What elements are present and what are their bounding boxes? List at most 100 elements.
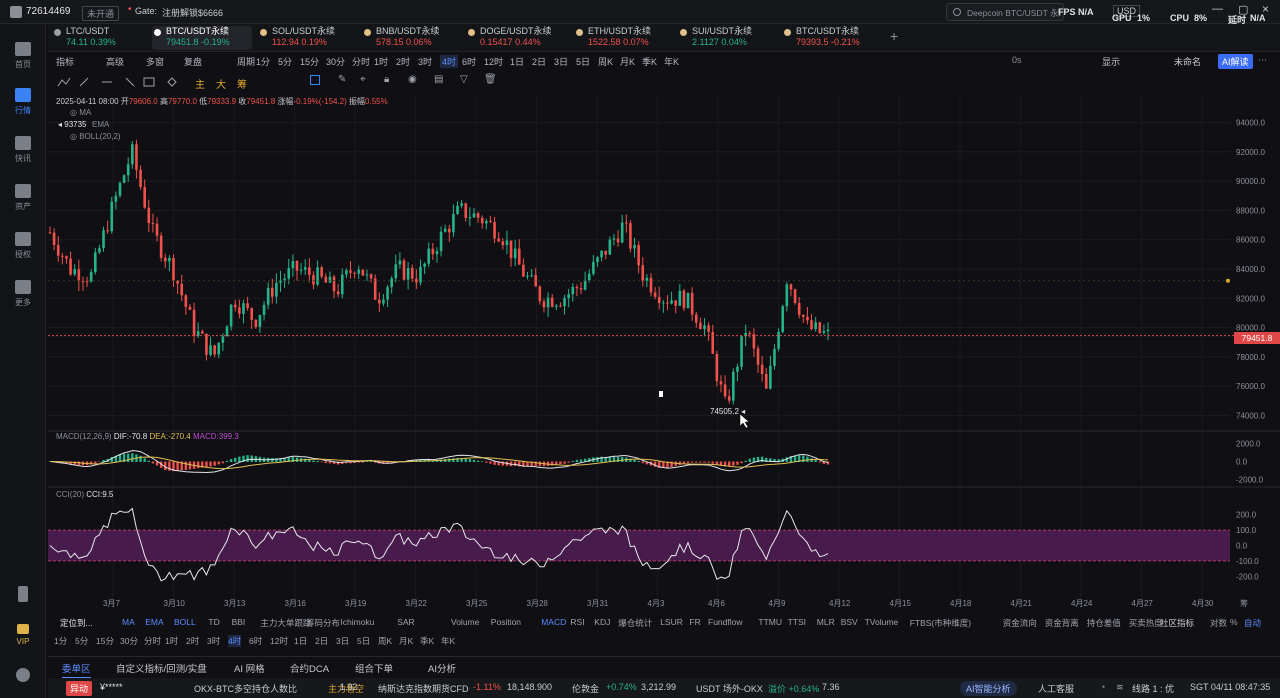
- multi-window-button[interactable]: 多窗: [146, 57, 165, 67]
- tab-sui-perp[interactable]: SUI/USDT永续 2.1127 0.04%: [678, 26, 778, 50]
- layers-icon[interactable]: ▤: [434, 74, 444, 85]
- bottom-timeframe-9[interactable]: 6时: [249, 636, 263, 646]
- filter-icon[interactable]: ▽: [460, 74, 468, 85]
- tab-orders[interactable]: 委单区: [62, 661, 91, 679]
- timeframe-10[interactable]: 12时: [484, 57, 504, 67]
- sidebar-item-auth[interactable]: 授权: [0, 232, 46, 260]
- tab-btc-perp[interactable]: BTC/USDT永续 79451.8 -0.19%: [152, 26, 252, 50]
- tab-ai-analysis[interactable]: AI分析: [428, 664, 456, 675]
- big-order-button[interactable]: 大: [216, 80, 226, 91]
- main-indicator-8[interactable]: SAR: [397, 617, 415, 627]
- bottom-timeframe-18[interactable]: 年K: [441, 636, 456, 646]
- ticker-item-1[interactable]: OKX-BTC多空持仓人数比: [194, 684, 298, 694]
- timeframe-8[interactable]: 4时: [440, 55, 459, 68]
- display-button[interactable]: 显示: [1102, 57, 1121, 67]
- timeframe-9[interactable]: 6时: [462, 57, 477, 67]
- tab-eth-perp[interactable]: ETH/USDT永续 1522.58 0.07%: [574, 26, 674, 50]
- sub-indicator-8[interactable]: Fundflow: [708, 617, 743, 627]
- search-box[interactable]: Deepcoin BTC/USDT 永续: [946, 3, 1064, 21]
- bottom-timeframe-3[interactable]: 30分: [120, 636, 138, 646]
- user-avatar-icon[interactable]: [10, 6, 22, 18]
- bottom-timeframe-14[interactable]: 5日: [357, 636, 371, 646]
- sidebar-item-news[interactable]: 快讯: [0, 136, 46, 164]
- timeframe-7[interactable]: 3时: [418, 57, 433, 67]
- sidebar-item-market[interactable]: 行情: [0, 88, 46, 116]
- close-icon[interactable]: ×: [1262, 2, 1270, 16]
- tab-btc-perp-2[interactable]: BTC/USDT永续 79393.5 -0.21%: [782, 26, 886, 50]
- main-indicator-7[interactable]: Ichimoku: [340, 617, 375, 627]
- bottom-timeframe-2[interactable]: 15分: [96, 636, 114, 646]
- user-id[interactable]: 72614469: [26, 6, 71, 17]
- main-indicator-0[interactable]: MA: [122, 617, 135, 627]
- boll-toggle[interactable]: ◎ BOLL(20,2): [70, 132, 121, 141]
- tab-combo-order[interactable]: 组合下单: [355, 664, 394, 675]
- sub-indicator-5[interactable]: 爆仓统计: [618, 618, 653, 628]
- main-indicator-2[interactable]: BOLL: [174, 617, 196, 627]
- sub-indicator-1[interactable]: Position: [490, 617, 522, 627]
- bottom-timeframe-8[interactable]: 4时: [228, 635, 242, 647]
- sidebar-item-assets[interactable]: 资产: [0, 184, 46, 212]
- timeframe-18[interactable]: 年K: [664, 57, 680, 67]
- timeframe-11[interactable]: 1日: [510, 57, 525, 67]
- timeframe-2[interactable]: 15分: [300, 57, 320, 67]
- sub-indicator-18[interactable]: 买卖热度: [1128, 618, 1163, 628]
- main-indicator-6[interactable]: 筹码分布: [306, 618, 341, 628]
- timeframe-4[interactable]: 分时: [352, 57, 371, 67]
- timeframe-14[interactable]: 5日: [576, 57, 591, 67]
- ai-interpret-button[interactable]: AI解读: [1218, 54, 1253, 69]
- minimize-icon[interactable]: —: [1212, 3, 1223, 15]
- bottom-timeframe-13[interactable]: 3日: [336, 636, 350, 646]
- layout-select[interactable]: 未命名: [1174, 57, 1202, 67]
- bell-icon[interactable]: ◔: [1100, 682, 1106, 692]
- main-indicator-5[interactable]: 主力大单跟踪: [260, 618, 312, 628]
- sub-indicator-14[interactable]: FTBS(市种维度): [909, 618, 972, 628]
- tab-bnb-perp[interactable]: BNB/USDT永续 578.15 0.06%: [362, 26, 462, 50]
- main-indicator-3[interactable]: TD: [208, 617, 220, 627]
- customer-service-button[interactable]: 人工客服: [1038, 684, 1075, 694]
- main-force-button[interactable]: 主: [195, 80, 205, 91]
- tab-custom-indicators[interactable]: 自定义指标/回测/实盘: [116, 664, 207, 675]
- timeframe-13[interactable]: 3日: [554, 57, 569, 67]
- chart-area[interactable]: 94000.0 92000.0 90000.0 88000.0 86000.0 84000…: [48, 94, 1280, 610]
- gate-promo-link[interactable]: 注册解锁$6666: [162, 8, 224, 18]
- alert-tag[interactable]: 异动: [66, 681, 93, 696]
- bottom-timeframe-10[interactable]: 12时: [270, 636, 288, 646]
- bottom-timeframe-17[interactable]: 季K: [420, 636, 435, 646]
- sidebar-item-phone[interactable]: [0, 586, 46, 605]
- sidebar-item-more[interactable]: 更多: [0, 280, 46, 308]
- timeframe-6[interactable]: 2时: [396, 57, 411, 67]
- tab-sol-perp[interactable]: SOL/USDT永续 112.94 0.19%: [258, 26, 358, 50]
- ema-toggle[interactable]: EMA: [70, 120, 109, 129]
- tab-dca[interactable]: 合约DCA: [290, 664, 330, 675]
- sub-indicator-12[interactable]: BSV: [840, 617, 858, 627]
- timeframe-15[interactable]: 周K: [598, 57, 614, 67]
- community-indicators[interactable]: 社区指标: [1160, 618, 1195, 628]
- sub-indicator-10[interactable]: TTSI: [787, 617, 807, 627]
- indicators-button[interactable]: 指标: [56, 57, 75, 67]
- timeframe-3[interactable]: 30分: [326, 57, 346, 67]
- sidebar-item-vip[interactable]: VIP: [0, 624, 46, 646]
- period-button[interactable]: 周期: [237, 57, 256, 67]
- candlestick-chart[interactable]: 94000.0 92000.0 90000.0 88000.0 86000.0 84000…: [48, 94, 1280, 610]
- chip-button[interactable]: 筹: [237, 80, 247, 91]
- ticker-item-3[interactable]: 伦敦金: [572, 684, 600, 694]
- trash-icon[interactable]: 🗑︎: [484, 74, 497, 85]
- lock-icon[interactable]: 🔒︎: [384, 74, 390, 85]
- search-input[interactable]: Deepcoin BTC/USDT 永续: [967, 8, 1061, 18]
- tab-doge-perp[interactable]: DOGE/USDT永续 0.15417 0.44%: [466, 26, 570, 50]
- bottom-timeframe-4[interactable]: 分时: [144, 636, 162, 646]
- tab-ai-grid[interactable]: AI 网格: [234, 664, 265, 675]
- sidebar-item-home[interactable]: 首页: [0, 42, 46, 70]
- sub-indicator-11[interactable]: MLR: [816, 617, 835, 627]
- timeframe-16[interactable]: 月K: [620, 57, 636, 67]
- timeframe-12[interactable]: 2日: [532, 57, 547, 67]
- pencil-icon[interactable]: ✎: [338, 74, 347, 85]
- sub-indicator-9[interactable]: TTMU: [758, 617, 782, 627]
- ai-analysis-button[interactable]: AI智能分析: [960, 681, 1017, 696]
- magnet-icon[interactable]: [310, 75, 320, 85]
- currency-select[interactable]: USD: [1113, 5, 1141, 17]
- sub-indicator-17[interactable]: 持仓差值: [1086, 618, 1121, 628]
- timeframe-17[interactable]: 季K: [642, 57, 658, 67]
- ma-toggle[interactable]: ◎ MA: [70, 108, 92, 117]
- locate-button[interactable]: 定位到...: [60, 618, 93, 628]
